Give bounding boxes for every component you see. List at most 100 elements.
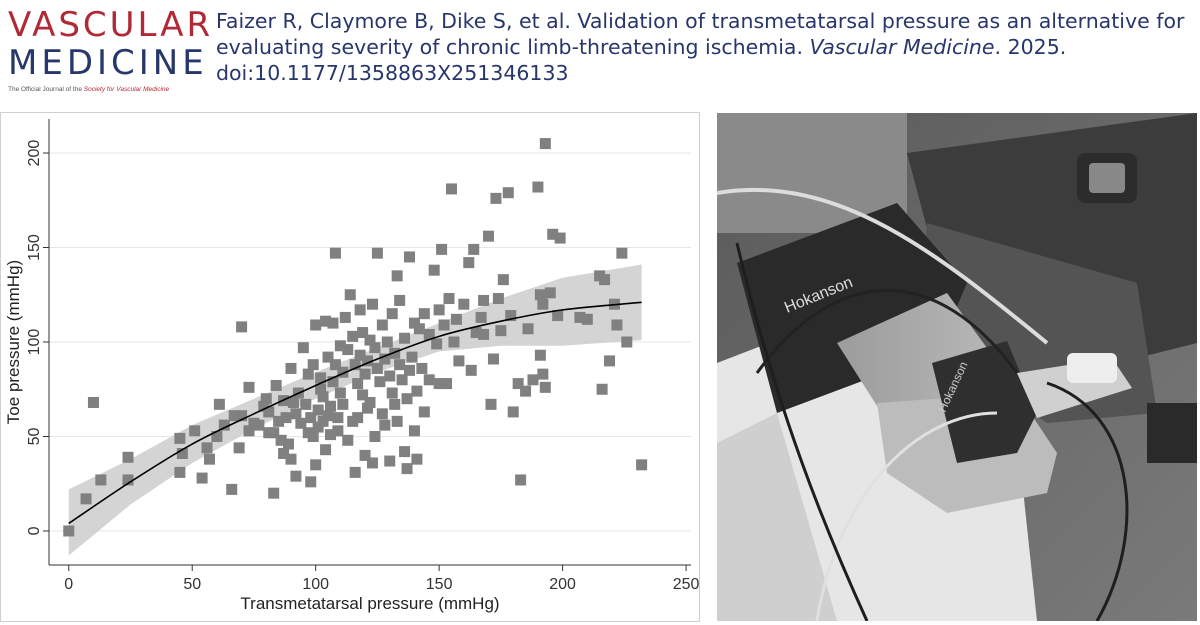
data-point-177 xyxy=(539,381,551,393)
data-point-26 xyxy=(260,393,272,405)
y-tick-label-200: 200 xyxy=(26,140,43,167)
data-point-180 xyxy=(547,228,559,240)
points-layer xyxy=(63,138,648,537)
data-point-120 xyxy=(399,332,411,344)
data-point-110 xyxy=(384,370,396,382)
data-point-52 xyxy=(307,359,319,371)
data-point-96 xyxy=(364,396,376,408)
y-tick-label-100: 100 xyxy=(26,329,43,356)
cable-right xyxy=(1046,381,1129,621)
data-point-182 xyxy=(554,232,566,244)
data-point-123 xyxy=(401,463,413,475)
data-point-112 xyxy=(386,387,398,399)
data-point-42 xyxy=(290,470,302,482)
data-point-154 xyxy=(475,311,487,323)
data-point-33 xyxy=(275,434,287,446)
data-point-36 xyxy=(280,412,292,424)
data-point-175 xyxy=(537,298,549,310)
data-point-171 xyxy=(527,374,539,386)
y-axis-label: Toe pressure (mmHg) xyxy=(4,260,23,424)
data-point-12 xyxy=(204,453,215,465)
data-point-162 xyxy=(495,325,507,337)
data-point-40 xyxy=(287,396,299,408)
data-point-55 xyxy=(312,404,324,416)
data-point-161 xyxy=(492,293,504,305)
data-point-166 xyxy=(507,406,519,418)
data-point-190 xyxy=(611,319,623,331)
data-point-160 xyxy=(490,192,502,204)
data-point-30 xyxy=(268,427,280,439)
data-point-102 xyxy=(371,247,383,259)
data-point-78 xyxy=(342,434,354,446)
journal-logo: VASCULAR MEDICINE The Official Journal o… xyxy=(8,6,210,98)
data-point-69 xyxy=(329,359,341,371)
logo-tagline-society: Society for Vascular Medicine xyxy=(83,86,170,93)
tube-3 xyxy=(815,411,998,621)
data-point-192 xyxy=(621,336,633,348)
data-point-149 xyxy=(458,298,470,310)
data-point-50 xyxy=(305,412,317,424)
citation-journal: Vascular Medicine xyxy=(809,35,995,59)
data-point-165 xyxy=(505,310,517,322)
clinical-photo: Hokanson Hokanson xyxy=(717,113,1197,621)
toe-sensor xyxy=(1067,353,1117,383)
data-point-85 xyxy=(352,412,364,424)
data-point-98 xyxy=(366,298,378,310)
data-point-163 xyxy=(497,274,509,286)
y-tick-label-150: 150 xyxy=(26,234,43,261)
data-point-139 xyxy=(433,304,445,316)
data-point-176 xyxy=(537,368,549,380)
fit-line-layer xyxy=(68,301,642,525)
data-point-86 xyxy=(352,378,364,390)
data-point-82 xyxy=(347,330,359,342)
data-point-13 xyxy=(211,430,223,442)
data-point-24 xyxy=(253,419,265,431)
data-point-48 xyxy=(302,368,314,380)
data-point-128 xyxy=(408,317,420,329)
data-point-68 xyxy=(327,376,339,388)
data-point-38 xyxy=(285,453,297,465)
data-point-174 xyxy=(534,289,546,301)
data-point-104 xyxy=(376,319,388,331)
data-point-146 xyxy=(448,336,460,348)
data-point-121 xyxy=(399,446,411,458)
data-point-186 xyxy=(596,383,608,395)
data-point-76 xyxy=(337,398,349,410)
data-point-75 xyxy=(337,366,349,378)
data-point-29 xyxy=(268,487,280,499)
data-point-58 xyxy=(315,372,327,384)
data-point-100 xyxy=(369,342,381,354)
confidence-band-layer xyxy=(68,264,642,556)
data-point-169 xyxy=(520,385,532,397)
data-point-56 xyxy=(312,421,324,433)
data-point-99 xyxy=(369,430,381,442)
data-point-51 xyxy=(307,430,319,442)
tube-1 xyxy=(717,187,1049,345)
data-point-116 xyxy=(391,415,403,427)
data-point-31 xyxy=(270,379,282,391)
data-point-0 xyxy=(63,525,75,537)
data-point-150 xyxy=(463,257,475,269)
data-point-6 xyxy=(174,466,186,478)
data-point-159 xyxy=(487,353,499,365)
data-point-173 xyxy=(534,349,546,361)
metatarsal-cuff xyxy=(932,341,1037,463)
data-point-16 xyxy=(226,483,238,495)
data-point-34 xyxy=(278,448,290,459)
data-point-25 xyxy=(258,400,270,412)
data-point-67 xyxy=(327,317,339,329)
data-point-80 xyxy=(344,289,356,301)
data-point-109 xyxy=(384,455,396,467)
data-point-131 xyxy=(413,323,425,335)
logo-tagline-prefix: The Official Journal of the xyxy=(8,86,84,93)
data-point-122 xyxy=(401,393,413,405)
data-point-93 xyxy=(362,402,374,414)
data-point-2 xyxy=(87,396,99,408)
x-tick-label-250: 250 xyxy=(673,576,699,593)
data-point-8 xyxy=(176,448,188,459)
data-point-107 xyxy=(379,419,391,431)
data-point-44 xyxy=(295,417,307,429)
fit-line xyxy=(68,301,642,525)
data-point-157 xyxy=(483,230,495,242)
data-point-5 xyxy=(122,474,134,486)
